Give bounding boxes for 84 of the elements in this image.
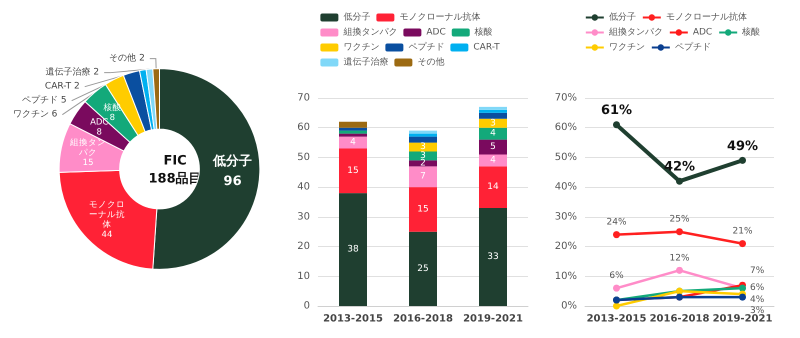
data-label: 49% (726, 138, 758, 154)
data-label: 3 (420, 142, 426, 152)
data-label: 12% (669, 253, 690, 264)
legend-label: 核酸 (741, 26, 760, 38)
legend-label: 低分子 (343, 12, 370, 22)
legend-label: ADC (692, 28, 712, 38)
data-label: 6% (609, 271, 624, 282)
data-label: 5 (60, 96, 67, 106)
data-label: 2 (139, 54, 145, 64)
slice-label: モノクローナル抗体 (88, 200, 125, 230)
legend-label: その他 (417, 56, 444, 68)
data-label: 6 (52, 110, 58, 120)
data-label: 24% (606, 218, 627, 228)
data-label: 14 (487, 182, 499, 192)
legend-label: モノクローナル抗体 (666, 12, 747, 22)
legend-label: 遺伝子治療 (343, 56, 388, 68)
y-tick-label: 70% (554, 92, 577, 104)
slice-label: 低分子 (212, 154, 252, 169)
legend-label: 組換タンパク (342, 26, 398, 38)
legend-label: ワクチン (608, 42, 645, 52)
y-tick-label: 20% (554, 241, 577, 252)
data-label: 4 (490, 155, 496, 166)
slice-label: 遺伝子治療 (46, 66, 91, 78)
slice-label: 組換タンパク (69, 137, 106, 158)
data-label: 25% (669, 214, 690, 225)
legend-label: モノクローナル抗体 (399, 12, 480, 22)
data-label: 96 (224, 174, 242, 189)
data-label: 44 (102, 230, 112, 240)
y-tick-label: 70 (297, 92, 310, 104)
x-tick-label: 2019-2021 (463, 314, 523, 324)
slice-label: ワクチン (12, 110, 49, 120)
data-label: 2 (420, 158, 426, 168)
legend-label: 組換タンパク (608, 26, 663, 38)
y-tick-label: 50 (297, 152, 310, 163)
data-label: 33 (487, 252, 499, 262)
legend-label: ADC (426, 28, 446, 38)
data-label: 5 (490, 142, 496, 152)
y-tick-label: 0 (304, 300, 310, 312)
data-label: 8 (110, 113, 115, 124)
data-label: 3 (490, 118, 496, 128)
legend-label: CAR-T (473, 42, 500, 52)
y-tick-label: 10 (297, 270, 310, 282)
data-label: 15 (347, 166, 359, 176)
legend-label: 低分子 (608, 12, 636, 22)
legend-label: ワクチン (343, 42, 380, 52)
data-label: 21% (732, 226, 753, 237)
y-tick-label: 0% (561, 300, 577, 312)
x-tick-label: 2016-2018 (393, 314, 453, 324)
data-label: 7% (750, 266, 765, 276)
slice-label: CAR-T (44, 82, 72, 92)
legend-label: ペプチド (408, 42, 444, 52)
y-tick-label: 30% (554, 211, 577, 222)
data-label: 8 (96, 128, 102, 138)
data-label: 42% (664, 160, 696, 175)
data-label: 25 (417, 264, 429, 274)
y-tick-label: 60 (297, 122, 310, 134)
data-label: 2 (93, 68, 100, 78)
data-label: 15 (417, 204, 429, 214)
data-label: 6% (750, 283, 765, 294)
slice-label: ADC (90, 118, 108, 128)
legend-label: 核酸 (474, 26, 493, 38)
data-label: 15 (82, 158, 94, 168)
x-tick-label: 2013-2015 (323, 314, 383, 324)
legend-label: ペプチド (674, 42, 711, 52)
data-label: 4 (490, 128, 496, 139)
x-tick-label: 2019-2021 (712, 314, 772, 324)
y-tick-label: 20 (297, 241, 310, 252)
slice-label: ペプチド (22, 94, 58, 106)
y-tick-label: 40 (297, 182, 310, 193)
y-tick-label: 40% (554, 182, 577, 193)
y-tick-label: 30 (297, 211, 310, 222)
x-tick-label: 2016-2018 (650, 314, 710, 324)
slice-label: 核酸 (102, 102, 122, 114)
data-label: 38 (347, 244, 359, 255)
data-label: 7 (420, 172, 426, 182)
y-tick-label: 60% (554, 122, 577, 134)
x-tick-label: 2013-2015 (586, 314, 646, 324)
data-label: 2 (74, 82, 80, 92)
y-tick-label: 10% (554, 270, 577, 282)
data-label: 4% (750, 295, 765, 306)
slice-label: その他 (109, 52, 136, 64)
data-label: 61% (600, 103, 632, 118)
y-tick-label: 50% (554, 152, 577, 163)
data-label: 4 (350, 138, 356, 148)
